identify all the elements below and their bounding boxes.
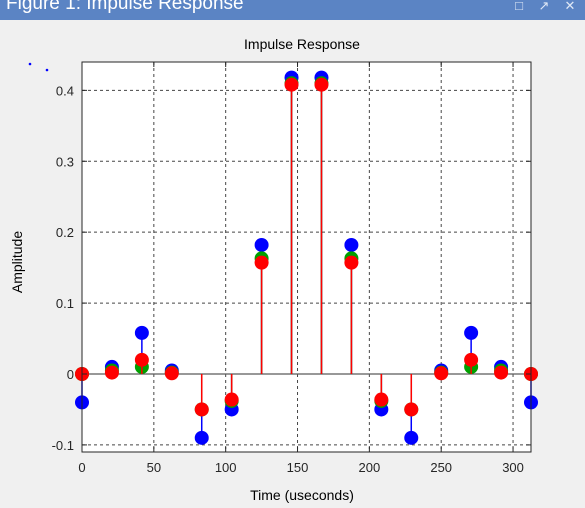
tick-labels: 0 50 100 150 200 250 300 -0.1 0 0.1 0.2 0.3 0.4 bbox=[52, 62, 531, 475]
stem-marker bbox=[254, 237, 269, 252]
maximize-icon[interactable]: □ bbox=[515, 0, 523, 13]
window-title: Figure 1: Impulse Response bbox=[6, 0, 244, 14]
stray-marker bbox=[45, 68, 49, 72]
stem-marker bbox=[404, 430, 419, 445]
x-tick-label: 300 bbox=[502, 460, 524, 475]
stem-marker bbox=[194, 430, 209, 445]
x-tick-label: 200 bbox=[359, 460, 381, 475]
stem-marker bbox=[254, 255, 269, 270]
stem-marker bbox=[164, 366, 179, 381]
stem-marker bbox=[344, 237, 359, 252]
stem-marker bbox=[134, 325, 149, 340]
y-tick-label: 0.4 bbox=[56, 83, 74, 98]
stem-marker bbox=[224, 392, 239, 407]
stem-marker bbox=[434, 366, 449, 381]
x-tick-label: 100 bbox=[215, 460, 237, 475]
y-axis-label: Amplitude bbox=[9, 231, 25, 293]
stem-marker bbox=[344, 255, 359, 270]
axes-frame bbox=[81, 61, 532, 453]
x-tick-label: 0 bbox=[78, 460, 85, 475]
stem-series-2 bbox=[75, 77, 538, 417]
y-tick-label: 0 bbox=[67, 367, 74, 382]
stem-marker bbox=[194, 402, 209, 417]
stem-marker bbox=[314, 77, 329, 92]
chart-title: Impulse Response bbox=[244, 36, 360, 52]
x-tick-label: 50 bbox=[147, 460, 161, 475]
stem-marker bbox=[374, 392, 389, 407]
y-tick-label: -0.1 bbox=[52, 438, 74, 453]
stem-marker bbox=[104, 365, 119, 380]
x-axis-label: Time (useconds) bbox=[250, 487, 354, 503]
y-tick-label: 0.1 bbox=[56, 296, 74, 311]
y-tick-label: 0.2 bbox=[56, 225, 74, 240]
stem-marker bbox=[464, 325, 479, 340]
y-tick-label: 0.3 bbox=[56, 154, 74, 169]
undock-icon[interactable]: ↗ bbox=[538, 0, 550, 13]
x-tick-label: 250 bbox=[430, 460, 452, 475]
window-titlebar[interactable]: Figure 1: Impulse Response □ ↗ ✕ bbox=[0, 0, 585, 20]
axes-area bbox=[82, 62, 531, 452]
stem-marker bbox=[464, 352, 479, 367]
close-icon[interactable]: ✕ bbox=[564, 0, 576, 13]
stem-marker bbox=[494, 365, 509, 380]
stem-marker bbox=[134, 352, 149, 367]
stem-marker bbox=[404, 402, 419, 417]
stray-marker bbox=[28, 62, 32, 66]
x-tick-label: 150 bbox=[287, 460, 309, 475]
stem-marker bbox=[284, 77, 299, 92]
